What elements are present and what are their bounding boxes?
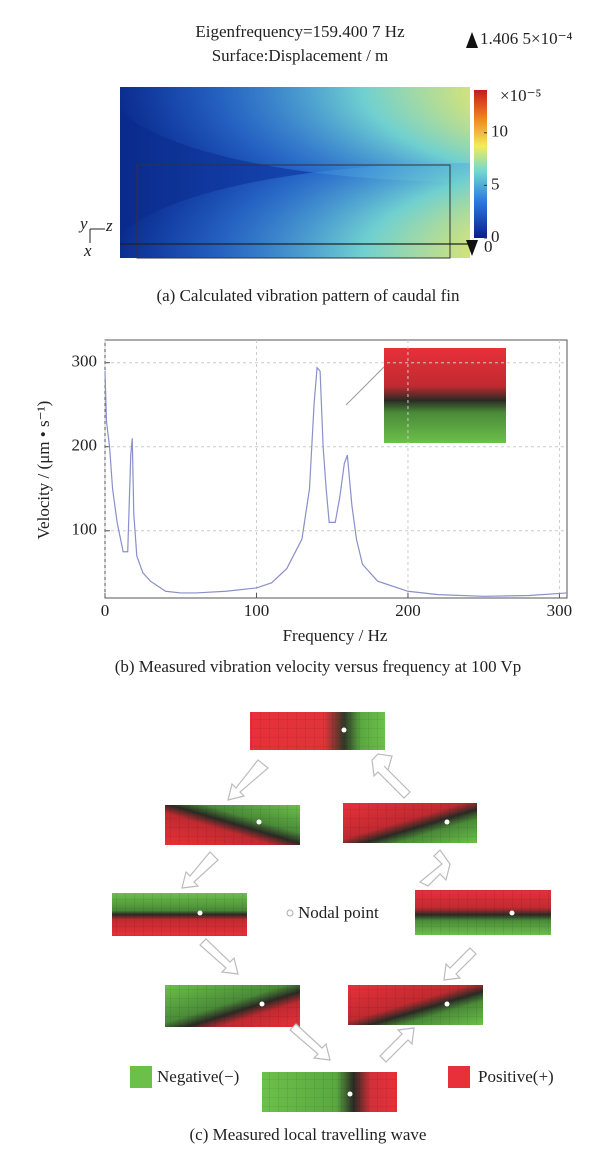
nodal-legend-symbol	[286, 909, 294, 917]
colorbar-multiplier: ×10⁻⁵	[500, 86, 542, 105]
colorbar	[474, 90, 487, 238]
legend-swatch	[448, 1066, 470, 1088]
max-marker	[466, 32, 478, 48]
x-tick-label: 300	[547, 601, 573, 620]
y-axis-label: Velocity / (μm • s⁻¹)	[34, 401, 53, 540]
min-label: 0	[484, 237, 493, 256]
x-tick-label: 200	[395, 601, 421, 620]
legend-label: Positive(+)	[478, 1067, 554, 1086]
colorbar-tick-label: 0	[491, 227, 500, 246]
colorbar-tick-label: 5	[491, 174, 500, 193]
inset-mode-shape	[384, 348, 506, 443]
axis-label-x: x	[83, 241, 92, 260]
min-marker	[466, 240, 478, 256]
velocity-line	[104, 366, 568, 597]
caption: (b) Measured vibration velocity versus f…	[115, 657, 522, 676]
caption: (a) Calculated vibration pattern of caud…	[156, 286, 460, 305]
y-tick-label: 200	[72, 436, 98, 455]
colorbar-tick-label: 10	[491, 122, 508, 141]
legend-label: Negative(−)	[157, 1067, 239, 1086]
y-tick-label: 300	[72, 352, 98, 371]
x-axis-label: Frequency / Hz	[283, 626, 388, 645]
legend-swatch	[130, 1066, 152, 1088]
x-tick-label: 100	[244, 601, 270, 620]
y-tick-label: 100	[72, 520, 98, 539]
x-tick-label: 0	[101, 601, 110, 620]
subtitle: Surface:Displacement / m	[212, 46, 389, 65]
nodal-label: Nodal point	[298, 903, 379, 922]
axis-label-z: z	[105, 216, 113, 235]
panel-c: Nodal point Negative(−) Positive(+) (c) M…	[112, 712, 554, 1144]
nodal-points	[197, 727, 515, 1097]
panel-a: Eigenfrequency=159.400 7 Hz Surface:Disp…	[78, 22, 573, 305]
mode-tiles	[112, 712, 551, 1112]
heatmap	[120, 87, 470, 258]
fin-outline	[136, 164, 451, 259]
callout-line	[345, 364, 387, 406]
max-label: 1.406 5×10⁻⁴	[480, 29, 573, 48]
title: Eigenfrequency=159.400 7 Hz	[195, 22, 405, 41]
legend: Negative(−) Positive(+)	[130, 1066, 554, 1088]
arrows	[181, 753, 477, 1063]
caption: (c) Measured local travelling wave	[190, 1125, 427, 1144]
axis-label-y: y	[78, 214, 88, 233]
axis-triad	[89, 228, 105, 243]
panel-b: Frequency / Hz Velocity / (μm • s⁻¹) (b)…	[34, 339, 568, 676]
